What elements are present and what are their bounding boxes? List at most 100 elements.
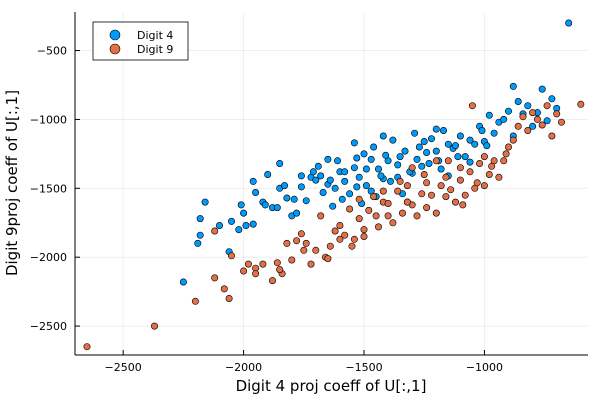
data-point [273,204,281,212]
data-point [427,135,435,143]
data-point [244,260,252,268]
data-point [324,255,332,263]
data-point [300,246,308,254]
data-point [283,239,291,247]
data-point [276,266,284,274]
data-points [83,19,585,351]
data-point [329,202,337,210]
data-point [276,160,284,168]
data-point [577,100,585,108]
data-point [252,270,260,278]
data-point [346,190,354,198]
grid-lines [75,12,588,355]
data-point [471,140,479,148]
data-point [389,219,397,227]
data-point [509,136,517,144]
x-tick-label: −1500 [345,361,382,374]
data-point [319,189,327,197]
data-point [456,176,464,184]
data-point [384,212,392,220]
data-point [336,222,344,230]
data-point [488,162,496,170]
data-point [220,285,228,293]
data-point [317,212,325,220]
data-point [500,115,508,123]
data-point [179,278,187,286]
data-point [420,171,428,179]
data-point [252,189,260,197]
data-point [401,147,409,155]
data-point [483,142,491,150]
data-point [451,198,459,206]
data-point [548,132,556,140]
data-point [333,157,341,165]
data-point [394,187,402,195]
data-point [514,122,522,130]
data-point [533,115,541,123]
data-point [273,259,281,267]
data-point [437,165,445,173]
series-digit-9 [83,100,585,351]
data-point [362,182,370,190]
data-point [553,110,561,118]
legend-box [92,21,189,61]
data-point [261,201,269,209]
data-point [476,160,484,168]
data-point [403,198,411,206]
data-point [423,179,431,187]
data-point [191,297,199,305]
data-point [249,177,257,185]
data-point [466,168,474,176]
data-point [309,168,317,176]
data-point [442,173,450,181]
data-point [341,231,349,239]
data-point [485,171,493,179]
data-point [514,98,522,106]
data-point [324,155,332,163]
data-point [557,118,565,126]
data-point [331,227,339,235]
data-point [432,147,440,155]
data-point [444,157,452,165]
series-digit-4 [179,19,573,286]
data-point [459,201,467,209]
data-point [478,127,486,135]
legend-marker-digit-4 [109,29,121,41]
data-point [367,155,375,163]
data-point [451,142,459,150]
data-point [377,172,385,180]
data-point [312,246,320,254]
data-point [415,143,423,151]
tick-labels: −2500 −2000 −1500 −1000 −2500 −2000 −1500 −1000… [30,45,503,374]
data-point [307,260,315,268]
data-point [314,162,322,170]
data-point [338,195,346,203]
data-point [83,343,91,351]
data-point [297,183,305,191]
data-point [312,176,320,184]
data-point [439,127,447,135]
data-point [389,136,397,144]
data-point [495,173,503,181]
data-point [290,195,298,203]
data-point [341,168,349,176]
data-point [317,172,325,180]
data-point [398,209,406,217]
data-point [382,151,390,159]
data-point [302,197,310,205]
data-point [529,122,537,130]
data-point [529,109,537,117]
data-point [509,82,517,90]
legend: Digit 4 Digit 9 [92,21,189,61]
data-point [524,127,532,135]
legend-label-digit-4: Digit 4 [137,29,173,42]
data-point [196,231,204,239]
data-point [444,140,452,148]
data-point [490,129,498,137]
data-point [341,177,349,185]
data-point [423,149,431,157]
data-point [432,157,440,165]
data-point [374,223,382,231]
data-point [228,252,236,260]
data-point [293,237,301,245]
